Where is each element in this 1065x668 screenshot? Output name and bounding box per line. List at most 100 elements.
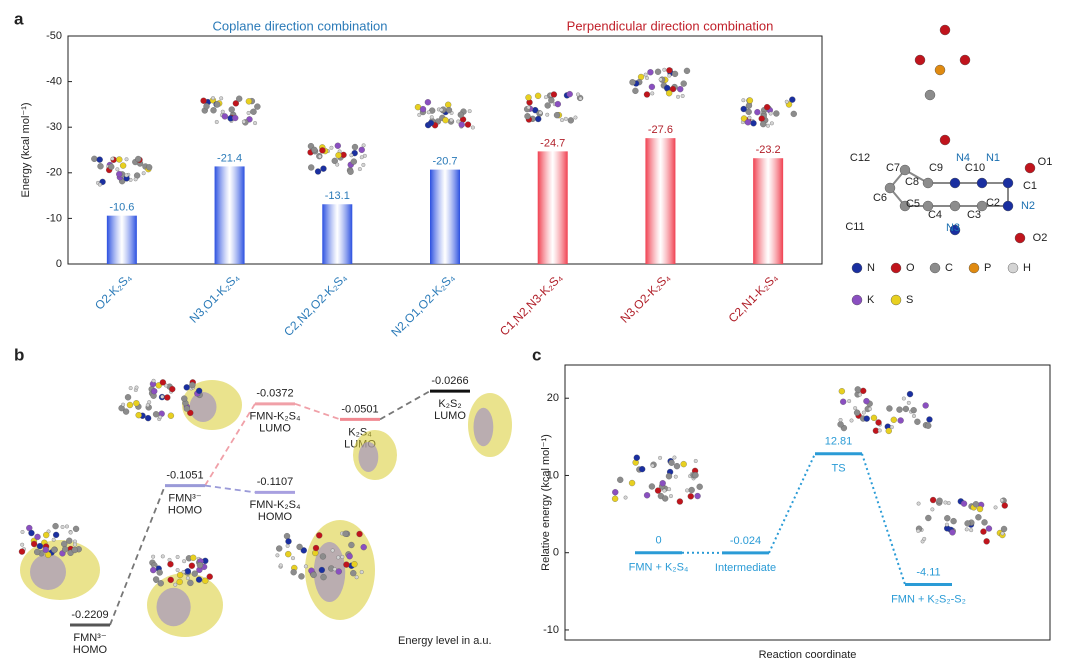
level-value: -0.0266 (431, 375, 468, 387)
orbital-lobe (189, 392, 217, 422)
molecule-atom (160, 554, 165, 559)
molecule-atom (97, 182, 102, 187)
level-name: K₂S₂ (438, 398, 461, 410)
molecule-atom (544, 102, 551, 109)
molecule-atom (351, 561, 358, 568)
molecule-atom (335, 568, 342, 575)
atom-label: O1 (1038, 156, 1053, 168)
molecule-atom (662, 67, 667, 72)
molecule-atom (164, 394, 171, 401)
molecule-atom (934, 64, 946, 76)
molecule-atom (312, 544, 320, 552)
molecule-atom (680, 460, 687, 468)
molecule-atom (889, 425, 894, 430)
molecule-atom (351, 143, 359, 151)
molecule-atom (317, 154, 322, 159)
molecule-atom (849, 418, 854, 423)
molecule-atom (773, 110, 780, 117)
molecule-atom (335, 162, 340, 167)
molecule-atom (548, 97, 555, 104)
molecule-atom (668, 459, 675, 466)
legend-swatch (851, 262, 863, 274)
molecule-atom (673, 463, 681, 470)
molecule-atom (659, 480, 666, 487)
molecule-atom (335, 152, 342, 159)
connector (861, 453, 906, 585)
molecule-atom (750, 120, 757, 127)
molecule-atom (245, 98, 253, 105)
molecule-atom (470, 125, 475, 130)
orbital-lobe (30, 554, 66, 590)
molecule-atom (1000, 525, 1008, 533)
molecule-atom (72, 525, 80, 533)
level-orbital: HOMO (168, 504, 203, 516)
atom-label: C1 (1023, 180, 1037, 192)
molecule-atom (999, 498, 1004, 503)
molecule-atom (854, 386, 861, 393)
molecule-atom (66, 537, 73, 544)
molecule-atom (156, 569, 163, 576)
molecule-atom (535, 115, 542, 123)
molecule-atom (191, 570, 198, 577)
molecule-atom (897, 417, 904, 424)
molecule-atom (187, 409, 194, 417)
molecule-atom (554, 100, 561, 108)
molecule-atom (976, 505, 984, 513)
molecule-atom (221, 113, 228, 120)
molecule-atom (885, 427, 892, 435)
molecule-atom (340, 555, 345, 559)
molecule-atom (959, 54, 971, 66)
molecule-atom (342, 530, 349, 537)
level-orbital: HOMO (258, 511, 293, 523)
molecule-atom (424, 99, 432, 106)
molecule-atom (658, 455, 663, 460)
molecule-atom (211, 96, 215, 101)
bar (430, 169, 460, 264)
x-category-label: TS (831, 463, 845, 475)
molecule-atom (124, 157, 129, 162)
molecule-atom (766, 123, 770, 128)
legend-swatch (890, 262, 902, 274)
molecule-atom (51, 546, 58, 553)
value-label: -24.7 (540, 137, 565, 149)
molecule-atom (115, 167, 120, 172)
bar (753, 158, 784, 264)
molecule-atom (147, 400, 152, 405)
molecule-atom (151, 554, 156, 559)
x-tick-label: N3,O2-K₂S₄ (617, 270, 672, 325)
atom-label: C2 (986, 197, 1000, 209)
molecule-atom (837, 421, 844, 428)
note: Energy level in a.u. (398, 635, 492, 647)
value-label: -0.024 (730, 535, 761, 547)
molecule-atom (976, 177, 988, 189)
level-value: -0.1051 (166, 469, 203, 481)
molecule-atom (949, 224, 961, 236)
molecule-atom (121, 402, 126, 407)
molecule-atom (28, 529, 35, 537)
molecule-atom (175, 568, 180, 572)
molecule-atom (283, 532, 291, 540)
molecule-atom (924, 89, 936, 101)
molecule-atom (671, 70, 679, 78)
molecule-atom (96, 156, 103, 163)
molecule-atom (320, 165, 327, 172)
level-name: FMN-K₂S₄ (250, 499, 301, 511)
molecule-atom (158, 415, 163, 420)
molecule-atom (890, 416, 897, 423)
panel-letter: c (532, 345, 541, 364)
molecule-atom (246, 111, 251, 115)
molecule-atom (623, 495, 628, 500)
molecule-atom (912, 414, 916, 418)
value-label: -4.11 (916, 566, 940, 578)
molecule-atom (1024, 162, 1036, 174)
molecule-atom (884, 182, 896, 194)
molecule-atom (319, 147, 326, 154)
molecule-atom (694, 492, 701, 500)
molecule-atom (650, 91, 655, 96)
y-axis-label: Energy (kcal mol⁻¹) (20, 102, 32, 197)
molecule-atom (220, 109, 225, 114)
molecule-atom (228, 106, 235, 113)
molecule-atom (331, 157, 338, 165)
molecule-atom (308, 164, 315, 171)
